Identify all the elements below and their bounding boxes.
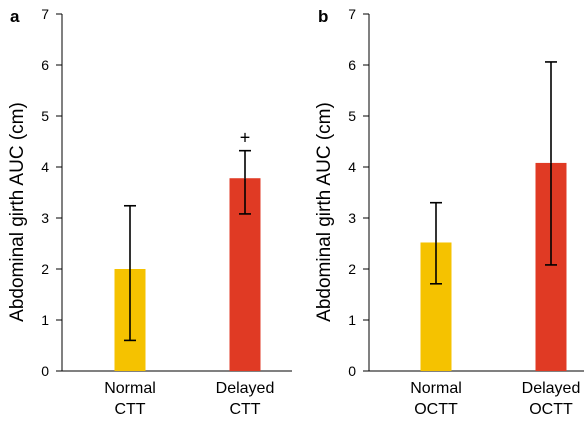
panel-b-category-label: Delayed xyxy=(522,380,581,397)
panel-b-y-tick-label: 4 xyxy=(348,159,356,175)
panel-b-y-tick-label: 3 xyxy=(348,210,356,226)
panel-a-category-label: Delayed xyxy=(216,380,275,397)
panel-a-y-tick-label: 2 xyxy=(41,261,49,277)
panel-a-category-label: Normal xyxy=(104,380,156,397)
panel-b-y-tick-label: 0 xyxy=(348,363,356,379)
panel-b-category-label: OCTT xyxy=(529,401,573,418)
panel-a: a Abdominal girth AUC (cm) 0 1 2 3 4 5 6 7 Norma… xyxy=(7,6,292,418)
panel-b-y-tick-label: 1 xyxy=(348,312,356,328)
panel-a-y-tick-label: 0 xyxy=(41,363,49,379)
panel-a-category-label: CTT xyxy=(114,401,145,418)
panel-a-y-axis-label: Abdominal girth AUC (cm) xyxy=(7,102,28,322)
panel-a-plot: 0 1 2 3 4 5 6 7 Normal CTT Delayed CTT + xyxy=(41,6,292,418)
panel-a-y-tick-label: 4 xyxy=(41,159,49,175)
panel-a-y-tick-label: 7 xyxy=(41,6,49,22)
panel-b-y-axis-label: Abdominal girth AUC (cm) xyxy=(314,102,335,322)
panel-b-y-tick-label: 6 xyxy=(348,57,356,73)
panel-a-y-tick-label: 5 xyxy=(41,108,49,124)
panel-b-y-tick-label: 2 xyxy=(348,261,356,277)
panel-a-y-tick-label: 1 xyxy=(41,312,49,328)
panel-a-y-tick-label: 6 xyxy=(41,57,49,73)
panel-a-significance-annotation: + xyxy=(240,128,251,148)
panel-a-y-tick-label: 3 xyxy=(41,210,49,226)
panel-a-category-label: CTT xyxy=(229,401,260,418)
panel-b-y-tick-label: 7 xyxy=(348,6,356,22)
panel-b-plot: 0 1 2 3 4 5 6 7 Normal OCTT Delayed OCTT xyxy=(348,6,584,418)
panel-b-category-label: OCTT xyxy=(414,401,458,418)
panel-b-category-label: Normal xyxy=(410,380,462,397)
panel-b-letter: b xyxy=(318,7,328,26)
panel-b-y-tick-label: 5 xyxy=(348,108,356,124)
panel-b: b Abdominal girth AUC (cm) 0 1 2 3 4 5 6 7 Norma… xyxy=(314,6,584,418)
panel-a-letter: a xyxy=(10,7,20,26)
